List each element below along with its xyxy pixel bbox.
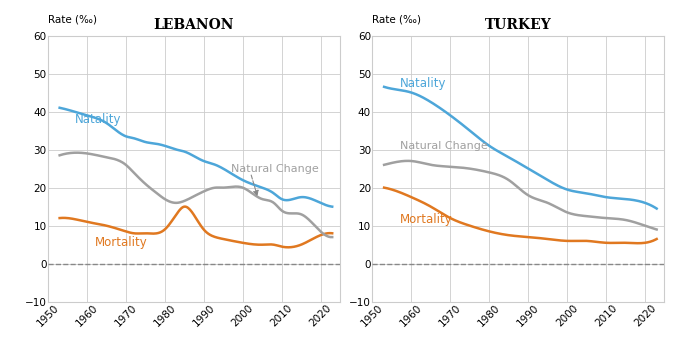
Text: Mortality: Mortality — [399, 213, 452, 226]
Text: Rate (‰): Rate (‰) — [48, 14, 97, 24]
Title: LEBANON: LEBANON — [153, 17, 234, 32]
Title: TURKEY: TURKEY — [485, 17, 552, 32]
Text: Natural Change: Natural Change — [231, 164, 319, 174]
Text: Mortality: Mortality — [95, 236, 147, 249]
Text: Natality: Natality — [399, 77, 446, 89]
Text: Natality: Natality — [75, 113, 122, 126]
Text: Natural Change: Natural Change — [399, 141, 488, 151]
Text: Rate (‰): Rate (‰) — [373, 14, 421, 24]
